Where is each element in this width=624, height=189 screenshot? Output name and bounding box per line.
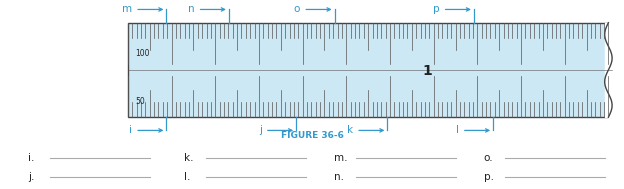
Text: n: n: [188, 5, 195, 14]
Text: n.: n.: [334, 172, 344, 182]
Text: o.: o.: [484, 153, 493, 163]
Text: FIGURE 36-6: FIGURE 36-6: [281, 131, 343, 140]
Text: l.: l.: [184, 172, 190, 182]
Text: 100: 100: [135, 49, 150, 58]
Text: m: m: [122, 5, 132, 14]
Text: i: i: [129, 125, 132, 135]
Bar: [128, 23, 608, 117]
Text: m.: m.: [334, 153, 348, 163]
Text: 50: 50: [135, 97, 145, 106]
Text: p: p: [433, 5, 439, 14]
Text: k.: k.: [184, 153, 193, 163]
Text: o: o: [294, 5, 300, 14]
Text: k: k: [347, 125, 353, 135]
Text: j: j: [259, 125, 261, 135]
Text: i.: i.: [28, 153, 34, 163]
Text: j.: j.: [28, 172, 34, 182]
Text: p.: p.: [484, 172, 494, 182]
Text: l: l: [456, 125, 459, 135]
Text: 1: 1: [422, 64, 432, 78]
